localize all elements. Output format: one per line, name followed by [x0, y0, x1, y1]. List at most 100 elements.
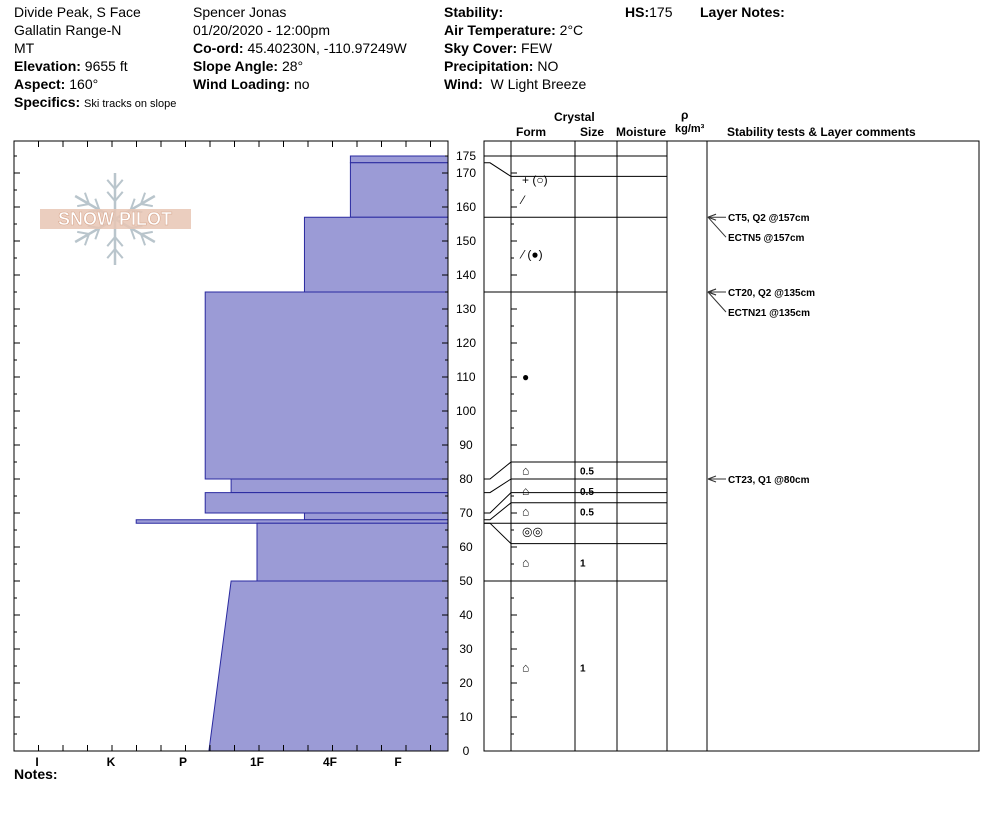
aspect-label: Aspect: — [14, 76, 66, 92]
grain-size: 1 — [580, 664, 586, 675]
coord-label: Co-ord: — [193, 40, 244, 56]
snowpilot-logo: SNOW PILOT — [40, 173, 191, 265]
grain-form: ⌂ — [522, 484, 529, 498]
hardness-plot-border — [13, 140, 449, 752]
slope-value: 28° — [281, 58, 304, 74]
hardness-layer-bar — [303, 216, 449, 293]
specifics-value: Ski tracks on slope — [84, 98, 177, 110]
observer: Spencer Jonas — [193, 4, 287, 20]
layer-table: + (○) ⁄ ⁄ (●) ● ⌂ 0.5 ⌂ 0.5 ⌂ 0.5 ◎◎ ⌂ 1 ⌂ 1 — [484, 155, 667, 675]
depth-label: 130 — [456, 302, 476, 316]
depth-label: 175 — [456, 149, 476, 163]
state: MT — [14, 40, 35, 56]
snowflake-branch — [140, 192, 147, 205]
depth-label: 110 — [456, 370, 475, 384]
precip-label: Precipitation: — [444, 58, 534, 74]
stability-test-label: ECTN5 @157cm — [728, 233, 805, 244]
depth-label: 70 — [459, 506, 473, 520]
depth-label: 10 — [459, 710, 473, 724]
depth-label: 150 — [456, 234, 476, 248]
snowflake-branch — [129, 227, 136, 240]
depth-label: 160 — [456, 200, 476, 214]
hardness-profile — [135, 155, 449, 752]
depth-label: 0 — [463, 744, 470, 758]
snowflake-branch — [129, 198, 136, 211]
layer-connector — [484, 522, 512, 544]
wind: Wind: W Light Breeze — [444, 75, 586, 93]
snowflake-branch — [77, 203, 90, 208]
grain-form: ⌂ — [522, 504, 529, 518]
depth-axis: I K P 1F 4F F 0 10 20 30 40 50 60 70 80 90 100 110 120 130 1… — [13, 141, 517, 769]
test-arrow — [707, 288, 717, 293]
hardness-layer-bar — [208, 580, 449, 752]
test-leader — [707, 216, 727, 238]
depth-label: 80 — [459, 472, 473, 486]
size-header: Size — [580, 125, 605, 139]
snowflake-branch — [140, 233, 147, 246]
snowflake-branch — [114, 236, 124, 247]
depth-label: 50 — [459, 574, 473, 588]
depth-label: 30 — [459, 642, 473, 656]
depth-label: 40 — [459, 608, 473, 622]
form-header: Form — [516, 125, 546, 139]
wind-value: W Light Breeze — [490, 76, 587, 92]
grain-size: 0.5 — [580, 467, 594, 478]
density-unit-header: kg/m³ — [675, 123, 705, 135]
grain-form: ⌂ — [522, 661, 529, 675]
aspect: Aspect: 160° — [14, 75, 98, 93]
stability-test-label: ECTN21 @135cm — [728, 308, 810, 319]
specifics: Specifics: Ski tracks on slope — [14, 93, 176, 113]
hs-label: HS: — [625, 4, 650, 20]
grain-form: ⁄ — [519, 193, 526, 207]
coordinates: Co-ord: 45.40230N, -110.97249W — [193, 39, 407, 57]
snowflake-branch — [114, 179, 124, 190]
hardness-label: I — [35, 755, 38, 769]
stability-test-label: CT5, Q2 @157cm — [728, 213, 810, 224]
precip-value: NO — [537, 58, 559, 74]
test-leader — [707, 291, 727, 313]
layer-notes-label: Layer Notes: — [700, 4, 785, 20]
elevation: Elevation: 9655 ft — [14, 57, 128, 75]
layer-connector — [484, 478, 512, 494]
hardness-label: F — [394, 755, 401, 769]
sky-value: FEW — [521, 40, 553, 56]
air-temperature: Air Temperature: 2°C — [444, 21, 583, 39]
notes-label: Notes: — [14, 766, 58, 782]
hardness-layer-bar — [135, 519, 449, 524]
wind-loading-label: Wind Loading: — [193, 76, 291, 92]
layer-connector — [484, 502, 512, 521]
snowflake-branch — [83, 192, 90, 205]
grain-size: 1 — [580, 558, 586, 569]
hardness-label: P — [179, 755, 187, 769]
crystal-header: Crystal — [554, 110, 595, 124]
stability-label: Stability: — [444, 4, 504, 20]
grain-form: ⌂ — [522, 464, 529, 478]
sky-cover: Sky Cover: FEW — [444, 39, 552, 57]
snowflake-branch — [94, 198, 101, 211]
logo-text: SNOW PILOT — [58, 209, 172, 229]
precipitation: Precipitation: NO — [444, 57, 558, 75]
depth-label: 20 — [459, 676, 473, 690]
depth-label: 90 — [459, 438, 473, 452]
wind-loading: Wind Loading: no — [193, 75, 310, 93]
hardness-layer-bar — [303, 512, 449, 521]
snowflake-branch — [140, 230, 153, 235]
datetime: 01/20/2020 - 12:00pm — [193, 22, 330, 38]
coord-value: 45.40230N, -110.97249W — [247, 40, 407, 56]
depth-label: 120 — [456, 336, 476, 350]
depth-label: 140 — [456, 268, 476, 282]
logo-band — [40, 209, 191, 229]
hardness-layer-bar — [204, 291, 449, 480]
snowflake-branch — [114, 191, 124, 202]
specifics-label: Specifics: — [14, 94, 81, 110]
hardness-layer-bar — [204, 492, 449, 514]
snowflake-branch — [83, 233, 90, 246]
grain-form: ⌂ — [522, 555, 529, 569]
grain-form: + (○) — [522, 173, 548, 187]
snowflake-branch — [106, 236, 116, 247]
hs-value: 175 — [649, 4, 673, 20]
location: Divide Peak, S Face — [14, 4, 141, 20]
test-arrow — [707, 291, 717, 296]
aspect-value: 160° — [69, 76, 99, 92]
